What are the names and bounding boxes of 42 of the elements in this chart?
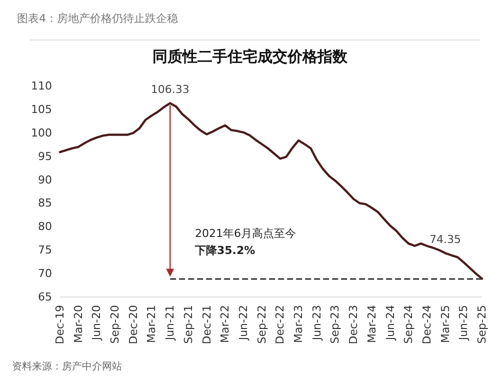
x-tick-label: Mar-23 [292, 305, 306, 344]
line-series [58, 102, 484, 280]
x-tick-label: Dec-19 [54, 305, 66, 344]
chart-subtitle: 图表4：房地产价格仍待止跌企稳 [17, 12, 178, 25]
x-tick-label: Sep-20 [108, 305, 122, 344]
annotation: 2021年6月高点至今 [195, 227, 296, 240]
x-tick-label: Jun-23 [310, 305, 324, 342]
y-tick-label: 70 [38, 267, 52, 280]
x-tick-label: Mar-22 [218, 305, 232, 344]
y-tick-label: 110 [31, 80, 52, 92]
x-tick-label: Mar-20 [72, 305, 85, 344]
y-tick-label: 85 [38, 196, 52, 210]
x-tick-label: Dec-22 [274, 305, 287, 344]
chart-title: 同质性二手住宅成交价格指数 [152, 48, 348, 66]
x-tick-label: Dec-24 [420, 305, 434, 344]
annotation: 106.33 [150, 83, 190, 96]
x-tick-label: Jun-21 [164, 305, 177, 342]
y-tick-label: 75 [38, 244, 52, 257]
y-tick-label: 90 [38, 173, 52, 186]
x-tick-label: Sep-23 [328, 305, 342, 344]
x-tick-label: Dec-20 [126, 305, 140, 344]
y-tick-label: 100 [31, 126, 52, 140]
annotation: 下降35.2% [194, 244, 256, 257]
x-tick-label: Dec-21 [200, 305, 214, 344]
y-tick-label: 65 [38, 290, 52, 304]
x-tick-label: Sep-21 [182, 305, 195, 344]
x-tick-label: Mar-25 [438, 305, 452, 344]
y-tick-label: 80 [38, 220, 52, 234]
y-tick-label: 95 [38, 150, 52, 163]
x-tick-label: Sep-25 [476, 305, 488, 344]
y-tick-label: 105 [31, 102, 52, 116]
x-tick-label: Jun-25 [457, 305, 470, 342]
x-tick-label: Mar-21 [145, 305, 158, 344]
x-tick-label: Jun-20 [90, 305, 104, 342]
annotation: 74.35 [430, 233, 462, 246]
x-tick-label: Dec-23 [347, 305, 360, 344]
x-tick-label: Jun-24 [384, 305, 397, 342]
x-tick-label: Jun-22 [236, 305, 250, 342]
text: 资料来源：房产中介网站 [12, 360, 122, 372]
x-tick-label: Sep-24 [402, 305, 416, 344]
x-tick-label: Mar-24 [365, 305, 378, 344]
x-tick-label: Sep-22 [255, 305, 268, 344]
